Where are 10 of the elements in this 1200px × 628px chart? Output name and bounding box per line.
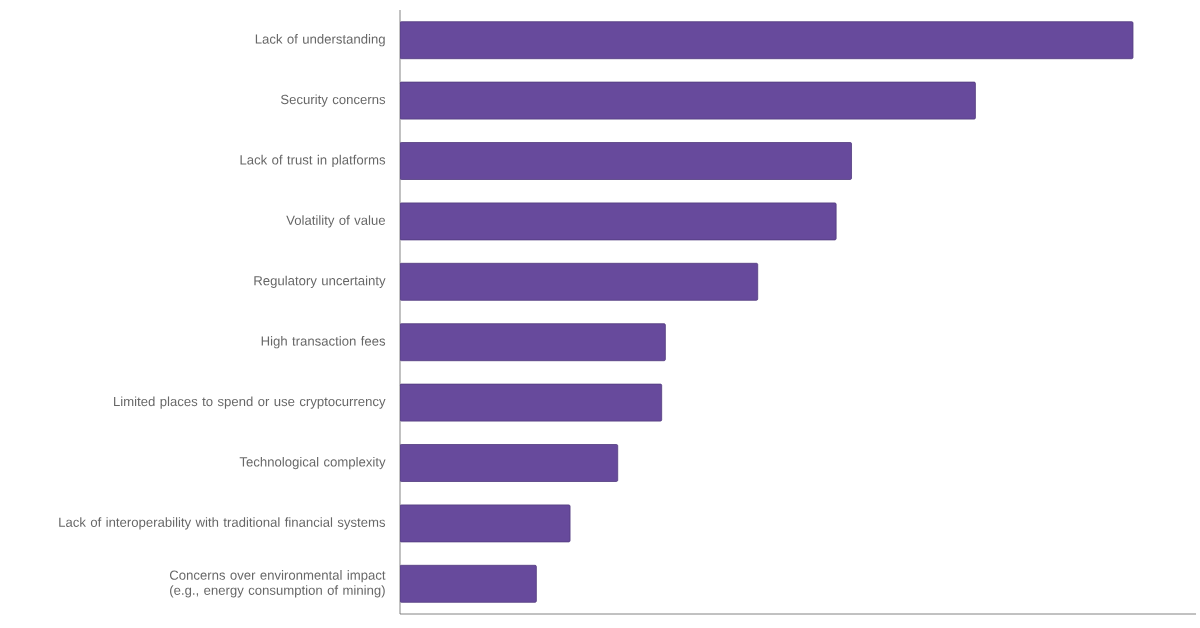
bar	[400, 142, 852, 180]
bar	[400, 504, 571, 543]
bar	[400, 323, 666, 362]
bar	[400, 81, 976, 120]
bar	[400, 21, 1134, 60]
bar	[400, 262, 759, 301]
bar	[400, 444, 619, 482]
bar	[400, 383, 663, 422]
bar	[400, 202, 837, 241]
bar	[400, 564, 537, 603]
